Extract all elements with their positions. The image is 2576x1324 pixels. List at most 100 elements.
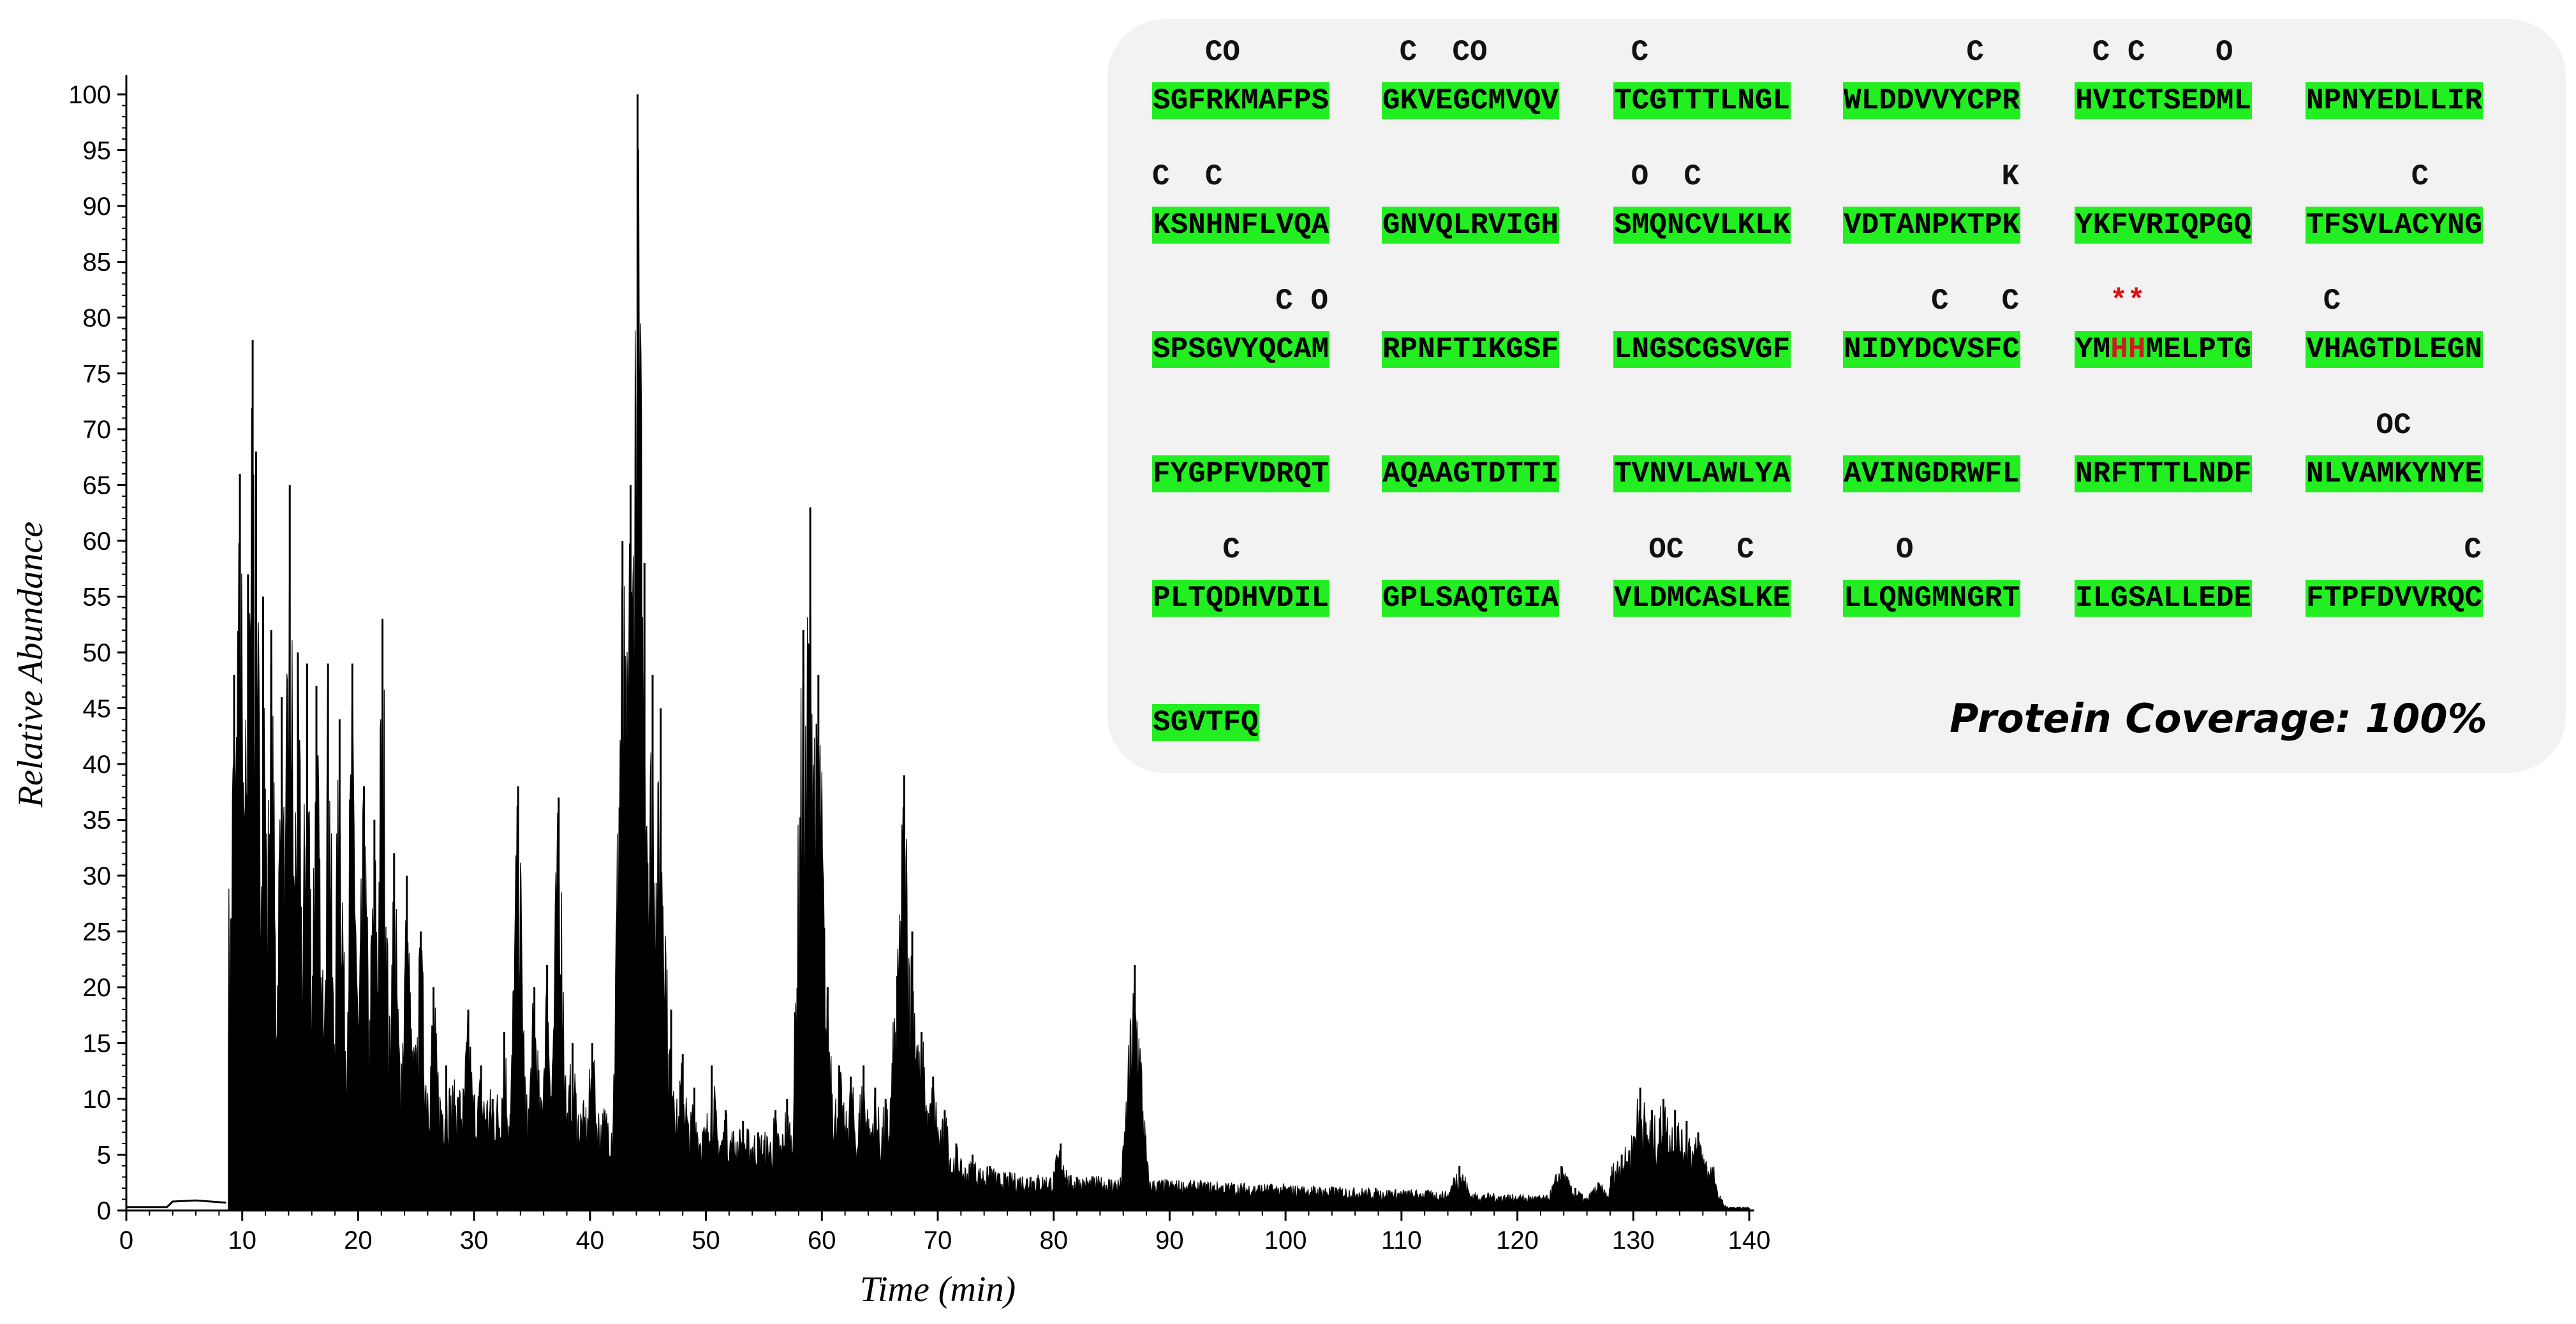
sequence-segment: K VDTANPKTPK (1843, 159, 2060, 246)
modification-labels (2075, 408, 2251, 443)
modification-labels (1152, 408, 1328, 443)
residue: P (2198, 333, 2216, 366)
modification-labels: C (2306, 160, 2482, 193)
covered-sequence: FTPFDVVRQC (2306, 580, 2483, 617)
sequence-segment: C WLDDVVYCPR (1843, 35, 2060, 121)
x-axis-title: Time (min) (860, 1270, 1016, 1309)
covered-sequence: LLQNGMNGRT (1843, 580, 2021, 617)
y-tick-label: 55 (83, 584, 112, 612)
chromatogram-trace (126, 94, 1751, 1211)
x-tick-label: 120 (1496, 1226, 1539, 1254)
sequence-segment: C C O HVICTSEDML (2075, 35, 2291, 121)
residue: L (2180, 333, 2199, 366)
covered-sequence: AQAAGTDTTI (1382, 455, 1560, 492)
sequence-segment: C C NIDYDCVSFC (1843, 284, 2060, 370)
covered-sequence: KSNHNFLVQA (1152, 207, 1330, 244)
y-tick-label: 65 (83, 472, 112, 500)
x-tick-label: 110 (1381, 1226, 1422, 1254)
modification-labels (1613, 284, 1789, 318)
covered-sequence: NLVAMKYNYE (2306, 455, 2483, 492)
x-tick-label: 0 (119, 1226, 133, 1254)
modification-labels: C (2306, 533, 2482, 566)
y-tick-label: 80 (83, 304, 112, 332)
covered-sequence: YKFVRIQPGQ (2075, 207, 2253, 244)
covered-sequence: NPNYEDLLIR (2306, 82, 2483, 119)
x-tick-label: 70 (924, 1226, 952, 1254)
modification-labels (1843, 408, 2019, 443)
x-tick-label: 10 (228, 1226, 256, 1254)
covered-sequence: RPNFTIKGSF (1382, 331, 1560, 368)
sequence-segment: GNVQLRVIGH (1382, 159, 1599, 246)
sequence-segment: OC NLVAMKYNYE (2306, 408, 2522, 494)
modification-labels: C O (1152, 284, 1329, 318)
sequence-segment: C FTPFDVVRQC (2306, 533, 2522, 619)
covered-sequence: GKVEGCMVQV (1382, 82, 1560, 119)
y-tick-label: 0 (97, 1197, 111, 1225)
modification-labels (1613, 408, 1789, 443)
covered-sequence: TVNVLAWLYA (1613, 455, 1791, 492)
y-tick-label: 10 (83, 1085, 112, 1114)
modification-labels: K (1843, 160, 2020, 193)
y-tick-label: 85 (83, 249, 112, 277)
modification-labels: OC C (1613, 533, 1790, 566)
sequence-segment: OC C VLDMCASLKE (1613, 533, 1830, 619)
y-tick-label: 20 (83, 974, 112, 1002)
residue: Y (2075, 333, 2093, 366)
sequence-segment: C CO GKVEGCMVQV (1382, 35, 1599, 121)
x-tick-label: 130 (1612, 1226, 1655, 1254)
chromatogram-chart: 0 10 20 30 40 50 60 70 80 90 100 110 120 130 140 0 5 10 1… (11, 75, 1770, 1309)
baseline-trace (126, 1199, 226, 1209)
modification-labels: C C (1152, 160, 1329, 193)
covered-sequence: VHAGTDLEGN (2306, 331, 2483, 368)
modification-labels (2075, 533, 2251, 567)
covered-sequence: VDTANPKTPK (1843, 207, 2021, 244)
sequence-segment: RPNFTIKGSF (1382, 284, 1599, 370)
modification-labels: O (1843, 533, 2020, 566)
covered-sequence: PLTQDHVDIL (1152, 580, 1330, 617)
modification-labels: C C (1843, 284, 2020, 318)
y-tick-label: 15 (83, 1030, 112, 1058)
x-tick-label: 20 (344, 1226, 373, 1254)
y-tick-label: 60 (83, 527, 112, 555)
sequence-segment: C VHAGTDLEGN (2306, 284, 2522, 370)
modification-labels (1152, 657, 1258, 691)
residue: E (2163, 333, 2181, 366)
sequence-segment: C TCGTTTLNGL (1613, 35, 1830, 121)
covered-sequence: SGVTFQ (1152, 704, 1259, 741)
y-tick-label: 30 (83, 862, 112, 890)
x-tick-label: 90 (1155, 1226, 1184, 1254)
residue: G (2233, 333, 2252, 366)
residue: M (2145, 333, 2164, 366)
x-tick-label: 100 (1264, 1226, 1307, 1254)
y-tick-label: 25 (83, 918, 112, 946)
sequence-segment: ILGSALLEDE (2075, 533, 2291, 619)
sequence-segment: AVINGDRWFL (1843, 408, 2060, 494)
covered-sequence: VLDMCASLKE (1613, 580, 1791, 617)
modification-labels (1382, 408, 1558, 443)
x-tick-label: 60 (808, 1226, 836, 1254)
modification-labels (2306, 35, 2482, 70)
sequence-segment: LNGSCGSVGF (1613, 284, 1830, 370)
protein-coverage-label: Protein Coverage: 100% (1950, 695, 2487, 742)
sequence-segment: O C SMQNCVLKLK (1613, 159, 1830, 246)
x-axis-ticks: 0 10 20 30 40 50 60 70 80 90 100 110 120 130 140 (119, 1210, 1770, 1254)
covered-sequence: SPSGVYQCAM (1152, 331, 1330, 368)
sequence-segment: TVNVLAWLYA (1613, 408, 1830, 494)
sequence-segment: C O SPSGVYQCAM (1152, 284, 1369, 370)
y-axis-ticks: 0 5 10 15 20 25 30 35 40 45 50 55 60 65 70 75 80 85 90 95 10… (68, 81, 126, 1225)
sequence-segment: C PLTQDHVDIL (1152, 533, 1369, 619)
modification-labels: OC (2306, 409, 2482, 442)
covered-sequence: NIDYDCVSFC (1843, 331, 2021, 368)
covered-sequence: ILGSALLEDE (2075, 580, 2253, 617)
covered-sequence: YMHHMELPTG (2075, 331, 2253, 368)
sequence-segment: YKFVRIQPGQ (2075, 159, 2291, 246)
modification-labels (1382, 533, 1558, 567)
covered-sequence: LNGSCGSVGF (1613, 331, 1791, 368)
y-tick-label: 75 (83, 360, 112, 388)
residue: T (2216, 333, 2234, 366)
modification-labels: C (1613, 36, 1790, 69)
sequence-segment: CO SGFRKMAFPS (1152, 35, 1369, 121)
modification-labels: C (1152, 533, 1329, 566)
modification-labels: CO (1152, 36, 1329, 69)
y-tick-label: 5 (97, 1142, 111, 1170)
